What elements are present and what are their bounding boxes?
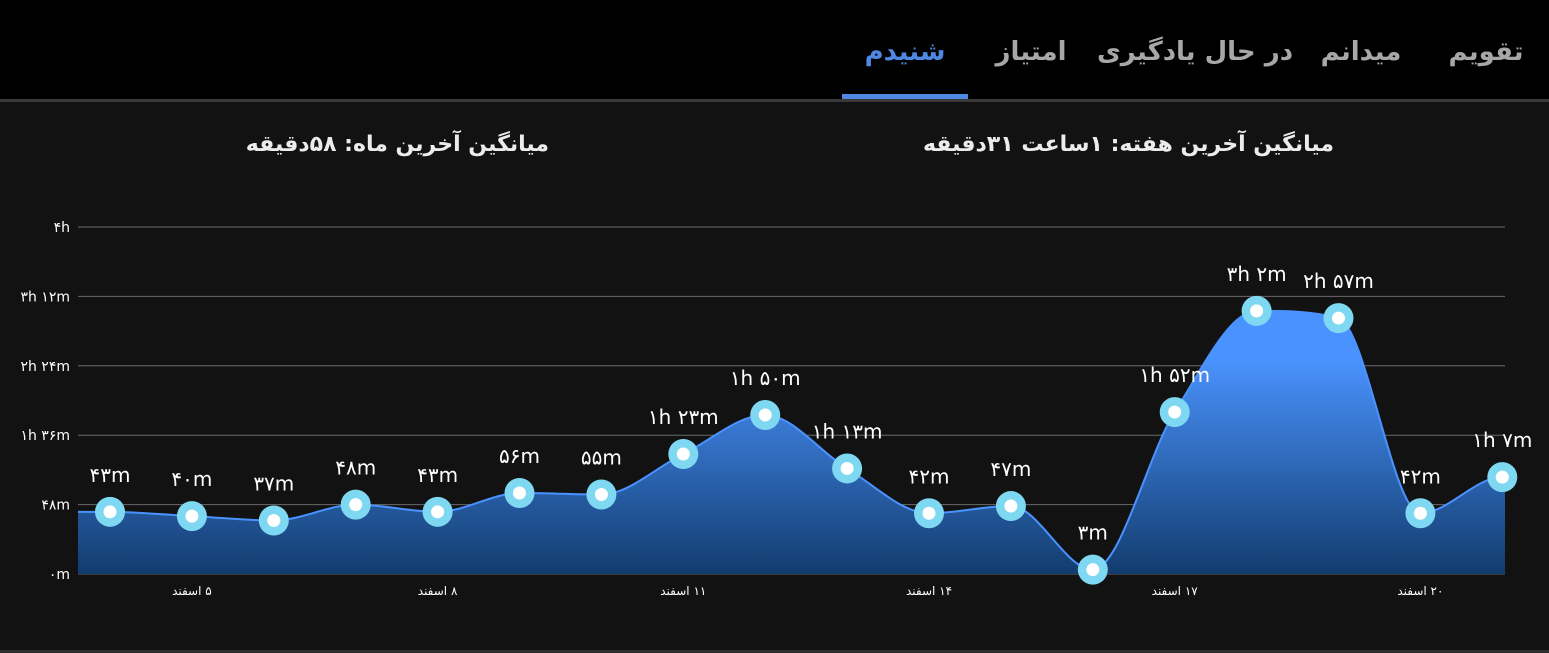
data-point-center bbox=[758, 408, 772, 422]
tab-learning[interactable]: در حال یادگیری bbox=[1096, 37, 1294, 67]
y-tick-label: ۴h bbox=[54, 220, 70, 236]
x-tick-label: ۱۷ اسفند bbox=[1152, 584, 1199, 598]
data-label: ۳h ۲m bbox=[1227, 262, 1287, 286]
data-label: ۱h ۵۰m bbox=[730, 366, 801, 390]
data-label: ۴۲m bbox=[1400, 464, 1441, 488]
data-point-center bbox=[349, 498, 363, 512]
active-tab-indicator bbox=[842, 94, 968, 99]
data-point-center bbox=[267, 514, 281, 528]
x-tick-label: ۱۱ اسفند bbox=[660, 584, 706, 598]
week-average: میانگین آخرین هفته: ۱ساعت ۳۱دقیقه bbox=[922, 132, 1334, 157]
data-point-center bbox=[103, 505, 117, 519]
data-label: ۱h ۷m bbox=[1472, 428, 1532, 452]
x-tick-label: ۲۰ اسفند bbox=[1397, 584, 1443, 598]
data-point-center bbox=[1332, 311, 1345, 325]
area-layer bbox=[77, 309, 1505, 574]
tab-calendar[interactable]: تقویم bbox=[1448, 37, 1524, 67]
tab-score[interactable]: امتیاز bbox=[995, 37, 1067, 67]
data-point-center bbox=[1004, 499, 1018, 513]
data-point-center bbox=[676, 447, 690, 461]
data-label: ۱h ۵۲m bbox=[1139, 363, 1210, 387]
series-area bbox=[78, 310, 1505, 574]
month-average: میانگین آخرین ماه: ۵۸دقیقه bbox=[245, 132, 549, 157]
panel-bottom-border bbox=[0, 650, 1549, 653]
data-point-center bbox=[185, 509, 199, 523]
data-point-center bbox=[922, 506, 936, 520]
data-label: ۲h ۵۷m bbox=[1303, 269, 1374, 293]
data-label: ۴۲m bbox=[909, 464, 950, 488]
data-label: ۴۰m bbox=[171, 467, 212, 491]
data-label: ۱h ۲۳m bbox=[648, 405, 719, 429]
data-label: ۳m bbox=[1078, 521, 1108, 545]
data-point-center bbox=[431, 505, 445, 519]
x-tick-label: ۵ اسفند bbox=[172, 584, 212, 598]
data-point-center bbox=[513, 486, 526, 500]
y-tick-label: ۲h ۲۴m bbox=[20, 359, 70, 375]
y-tick-label: ۱h ۳۶m bbox=[20, 428, 70, 444]
data-label: ۴۳m bbox=[417, 463, 458, 487]
data-point-center bbox=[840, 461, 854, 475]
y-tick-label: ۰m bbox=[49, 567, 70, 583]
data-point-center bbox=[1250, 304, 1264, 318]
tab-known[interactable]: میدانم bbox=[1320, 37, 1402, 67]
tab-heard[interactable]: شنیدم bbox=[864, 37, 946, 67]
marker-layer bbox=[95, 295, 1518, 585]
y-tick-label: ۳h ۱۲m bbox=[20, 289, 70, 305]
data-point-center bbox=[1413, 506, 1427, 520]
top-tab-bar: تقویم میدانم در حال یادگیری امتیاز شنیدم bbox=[0, 0, 1549, 100]
data-point-center bbox=[1086, 563, 1100, 577]
data-label: ۳۷m bbox=[253, 472, 294, 496]
data-label: ۴۷m bbox=[990, 457, 1031, 481]
x-tick-label: ۱۴ اسفند bbox=[906, 584, 952, 598]
y-tick-label: ۴۸m bbox=[41, 498, 70, 514]
data-point-center bbox=[1495, 470, 1509, 484]
label-layer: ۴۳m ۴۰m ۳۷m ۴۸m ۴۳m ۵۶m ۵۵m ۱h ۲۳m ۱h ۵۰m ۱h ۱۳m ۴… bbox=[90, 262, 1533, 545]
data-label: ۴۳m bbox=[90, 463, 131, 487]
data-label: ۴۸m bbox=[335, 456, 376, 480]
data-point-center bbox=[1168, 405, 1182, 419]
data-label: ۵۵m bbox=[581, 445, 622, 469]
x-tick-label: ۸ اسفند bbox=[418, 584, 458, 598]
data-point-center bbox=[594, 487, 608, 501]
data-label: ۱h ۱۳m bbox=[812, 419, 883, 443]
data-label: ۵۶m bbox=[499, 444, 540, 468]
tab-bar-divider bbox=[0, 99, 1549, 102]
